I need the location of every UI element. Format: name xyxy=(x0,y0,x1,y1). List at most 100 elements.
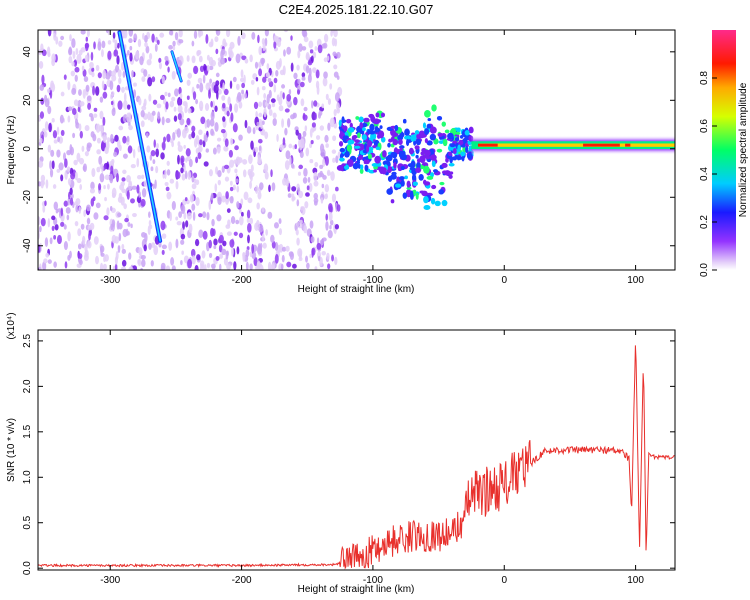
noise-dot xyxy=(265,71,270,78)
band-dot xyxy=(431,160,436,168)
noise-dot xyxy=(193,30,198,40)
band-dot xyxy=(409,166,416,171)
noise-dot xyxy=(149,224,153,229)
noise-dot xyxy=(297,171,302,176)
noise-dot xyxy=(178,211,183,218)
noise-dot xyxy=(325,143,329,148)
band-dot xyxy=(468,145,473,152)
noise-dot xyxy=(149,154,153,161)
band-dot xyxy=(380,136,386,143)
noise-dot xyxy=(57,136,61,143)
noise-dot xyxy=(220,49,224,60)
noise-dot xyxy=(314,161,319,168)
band-dot xyxy=(380,112,386,118)
noise-dot xyxy=(206,118,211,128)
noise-dot xyxy=(191,183,197,190)
noise-dot xyxy=(314,266,318,270)
noise-dot xyxy=(300,206,305,211)
noise-dot xyxy=(268,80,274,88)
noise-dot xyxy=(67,106,73,112)
band-dot xyxy=(408,147,414,155)
noise-dot xyxy=(112,38,116,43)
noise-dot xyxy=(281,254,285,263)
noise-dot xyxy=(210,192,214,201)
noise-dot xyxy=(301,76,306,81)
noise-dot xyxy=(161,233,167,239)
band-dot xyxy=(458,139,464,146)
colorbar-tick-label: 0.6 xyxy=(699,119,710,133)
noise-dot xyxy=(195,134,200,145)
noise-dot xyxy=(71,61,75,67)
noise-dot xyxy=(141,76,146,83)
colorbar: 0.0 0.2 0.4 0.6 0.8 Normalized spectral ampl… xyxy=(699,30,749,277)
band-dot xyxy=(462,138,467,144)
noise-dot xyxy=(80,30,86,35)
band-dot xyxy=(412,189,417,195)
band-dot xyxy=(414,130,420,135)
noise-dot xyxy=(317,44,323,54)
noise-dot xyxy=(200,116,206,125)
noise-dot xyxy=(79,259,83,266)
band-dot xyxy=(423,204,431,211)
band-dot xyxy=(438,189,445,195)
noise-dot xyxy=(118,125,124,131)
noise-dot xyxy=(312,51,317,59)
noise-dot xyxy=(281,84,286,89)
noise-dot xyxy=(140,267,143,270)
band-dot xyxy=(341,125,348,130)
noise-dot xyxy=(258,46,263,56)
noise-dot xyxy=(305,192,310,197)
noise-dot xyxy=(327,263,331,270)
band-dot xyxy=(434,200,441,207)
noise-dot xyxy=(284,160,290,170)
noise-dot xyxy=(198,55,203,63)
noise-dot xyxy=(77,243,82,250)
band-dot xyxy=(426,140,433,146)
noise-dot xyxy=(60,129,65,137)
noise-dot xyxy=(249,54,253,63)
noise-dot xyxy=(53,261,57,268)
noise-dot xyxy=(47,105,52,115)
noise-dot xyxy=(186,95,190,101)
noise-dot xyxy=(243,191,249,201)
colorbar-tick-label: 0.4 xyxy=(699,167,710,181)
y-tick-label: 1.5 xyxy=(22,424,33,438)
noise-dot xyxy=(335,155,339,164)
noise-dot xyxy=(161,116,165,126)
noise-dot xyxy=(208,239,212,249)
noise-dot xyxy=(92,196,96,202)
noise-dot xyxy=(206,262,211,269)
noise-dot xyxy=(136,174,142,180)
band-dot xyxy=(441,121,446,127)
noise-dot xyxy=(258,112,263,118)
noise-dot xyxy=(178,39,184,44)
noise-dot xyxy=(66,214,70,221)
noise-dot xyxy=(169,100,175,108)
noise-dot xyxy=(325,93,329,101)
noise-dot xyxy=(128,125,133,131)
noise-dot xyxy=(298,190,304,199)
band-dot xyxy=(424,128,430,135)
noise-dot xyxy=(255,185,259,194)
band-dot xyxy=(404,175,408,180)
noise-dot xyxy=(44,237,49,248)
noise-dot xyxy=(73,99,79,106)
noise-dot xyxy=(51,53,56,63)
noise-dot xyxy=(151,242,156,248)
noise-dot xyxy=(123,99,128,110)
noise-dot xyxy=(224,176,230,182)
noise-dot xyxy=(294,144,298,150)
noise-dot xyxy=(171,265,176,270)
noise-dot xyxy=(214,105,218,112)
noise-dot xyxy=(95,86,100,96)
noise-dot xyxy=(273,77,278,84)
band-dot xyxy=(460,151,466,157)
noise-dot xyxy=(160,262,166,270)
noise-dot xyxy=(233,231,238,236)
noise-dot xyxy=(270,98,276,103)
noise-dot xyxy=(126,174,131,183)
noise-dot xyxy=(196,50,200,57)
noise-dot xyxy=(67,115,71,123)
noise-dot xyxy=(109,205,113,211)
